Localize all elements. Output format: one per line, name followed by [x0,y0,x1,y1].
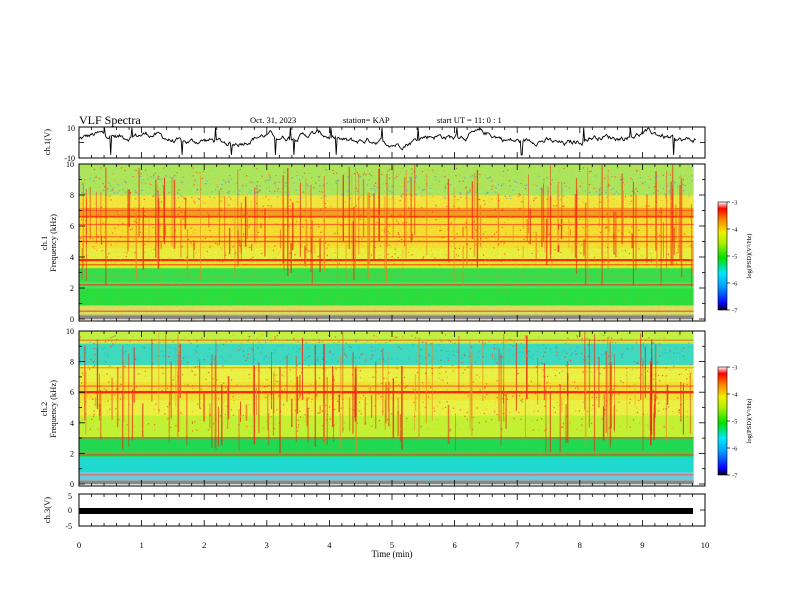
colorbar-tick-label: -5 [732,419,737,426]
x-tick-label: 3 [265,540,269,550]
figure-title: VLF Spectra [79,113,141,127]
ch1-ytick-top: 10 [67,124,75,133]
ch2-colorbar-label: log(PSD)(V²/Hz) [746,399,753,444]
ch3-ytick-minus5: -5 [65,522,72,531]
colorbar-tick-label: -7 [732,308,738,315]
x-tick-label: 6 [452,540,456,550]
colorbar-tick-label: -5 [732,254,737,261]
ch3-voltage-trace [79,508,693,514]
y-tick-label: 4 [70,253,74,262]
x-axis-label: Time (min) [372,549,413,559]
start-ut-label: start UT = 11: 0 : 1 [437,115,502,125]
y-tick-label: 2 [70,284,74,293]
ch1-voltage-ylabel: ch.1(V) [42,129,52,155]
colorbar-tick-label: -7 [732,473,738,480]
ch3-voltage-ylabel: ch.3(V) [42,497,52,523]
spectrogram-blank [693,331,705,486]
ch1-spectrogram-grain [79,166,694,321]
y-tick-label: 6 [70,388,74,397]
x-tick-label: 2 [202,540,206,550]
ch1-colorbar-label: log(PSD)(V²/Hz) [746,234,753,279]
colorbar-tick-label: -3 [732,200,737,207]
x-tick-label: 5 [390,540,394,550]
ch2-spectrogram-ylabel: Frequency (kHz) [48,380,58,438]
y-tick-label: 0 [70,315,74,324]
ch3-ytick-5: 5 [68,492,72,501]
x-tick-label: 10 [701,540,710,550]
x-tick-label: 8 [578,540,582,550]
ch1-spectrogram-channel-label: ch.1 [39,236,49,250]
x-tick-label: 4 [327,540,332,550]
colorbar-tick-label: -4 [732,392,738,399]
ch1-ytick-bottom: -10 [64,154,75,163]
y-tick-label: 10 [66,327,74,336]
x-tick-label: 9 [640,540,644,550]
x-tick-label: 7 [515,540,519,550]
colorbar-tick-label: -6 [732,281,738,288]
x-tick-label: 1 [139,540,143,550]
y-tick-label: 8 [70,358,74,367]
ch2-spectrogram-grain [79,333,694,486]
ch1-spectrogram-ylabel: Frequency (kHz) [48,214,58,272]
spectrogram-blank [693,164,705,321]
colorbar-tick-label: -3 [732,365,737,372]
ch1-colorbar [717,201,728,311]
station-label: station= KAP [343,115,390,125]
y-tick-label: 4 [70,419,74,428]
ch3-ytick-0: 0 [68,506,72,515]
colorbar-tick-label: -6 [732,446,738,453]
ch1-voltage-panel: 10 -10 ch.1(V) [42,124,706,163]
y-tick-label: 0 [70,480,74,489]
ch1-voltage-trace [78,127,696,156]
colorbar-tick-label: -4 [732,227,738,234]
y-tick-label: 2 [70,449,74,458]
ch2-colorbar [717,366,728,476]
y-tick-label: 8 [70,191,74,200]
x-tick-label: 0 [77,540,81,550]
ch2-spectrogram-channel-label: ch.2 [39,402,49,416]
y-tick-label: 10 [66,160,74,169]
spectrogram-row [79,331,694,333]
spectrogram-row [79,164,694,166]
x-axis-tick-labels: 0 1 2 3 4 5 6 7 8 9 10 [77,540,709,550]
date-label: Oct. 31, 2023 [250,115,296,125]
ch3-voltage-panel: 5 0 -5 ch.3(V) [42,492,706,531]
y-tick-label: 6 [70,222,74,231]
